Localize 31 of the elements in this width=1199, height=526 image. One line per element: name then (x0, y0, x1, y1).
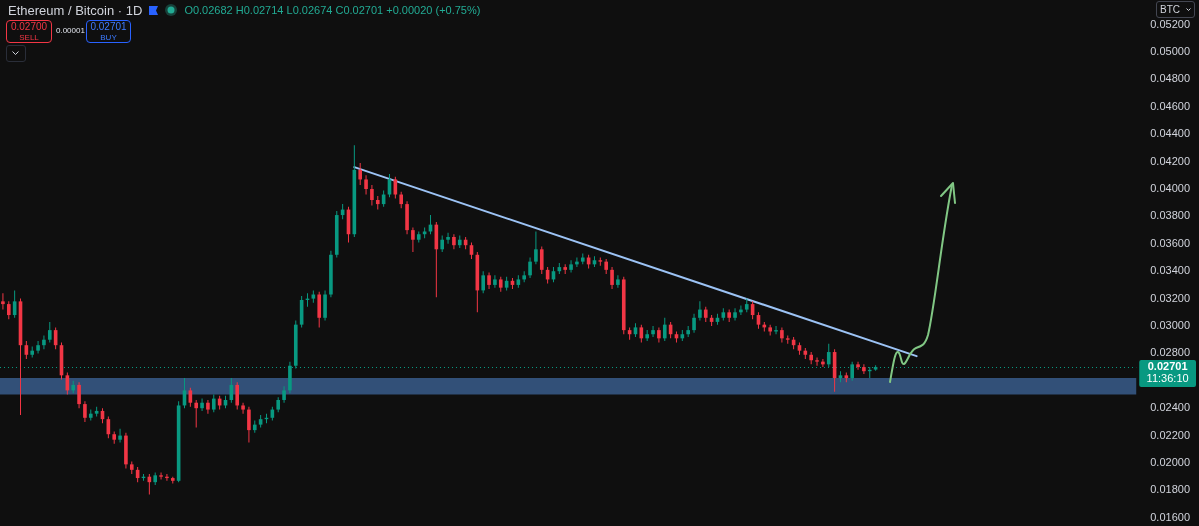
ref-line-label: 0.02701 (1147, 360, 1188, 372)
text: 11:36:10 (1146, 372, 1189, 384)
y-tick-label: 0.03400 (1150, 264, 1190, 277)
y-tick-label: 0.02200 (1150, 428, 1190, 441)
annotation: SELL (18, 33, 40, 43)
y-tick-label: 0.01600 (1150, 510, 1190, 523)
annotation: 0.00001 (56, 26, 85, 35)
y-tick-label: 0.05000 (1150, 45, 1190, 58)
annotation: BUY (99, 33, 118, 43)
sell-button: 0.02700 SELL (6, 20, 52, 43)
y-tick-label: 0.04200 (1150, 154, 1190, 167)
y-tick-label: 0.01800 (1150, 483, 1190, 496)
y-axis-title: BTC (1160, 4, 1180, 15)
chart-subtitle: O0.02682 H0.02714 L0.02674 C0.02701 +0.00020 (+0.75%) (184, 4, 481, 16)
y-tick-label: 0.04800 (1150, 72, 1190, 85)
y-tick-label: 0.02800 (1150, 346, 1190, 359)
chart-title: Ethereum / Bitcoin · 1D (8, 2, 143, 18)
dropdown-box: BTC (1156, 1, 1195, 18)
y-tick-label: 0.03000 (1150, 319, 1190, 332)
y-tick-label: 0.04000 (1150, 182, 1190, 195)
y-tick-label: 0.05200 (1150, 17, 1190, 30)
annotation: 0.02701 (89, 21, 128, 32)
y-tick-label: 0.04400 (1150, 127, 1190, 140)
y-tick-label: 0.04600 (1150, 99, 1190, 112)
y-tick-label: 0.03200 (1150, 291, 1190, 304)
y-tick-label: 0.03800 (1150, 209, 1190, 222)
y-tick-label: 0.03600 (1150, 236, 1190, 249)
buy-button: 0.02701 BUY (86, 20, 131, 43)
y-tick-label: 0.02000 (1150, 456, 1190, 469)
y-tick-label: 0.02400 (1150, 401, 1190, 414)
annotation: 0.02700 (9, 21, 49, 32)
